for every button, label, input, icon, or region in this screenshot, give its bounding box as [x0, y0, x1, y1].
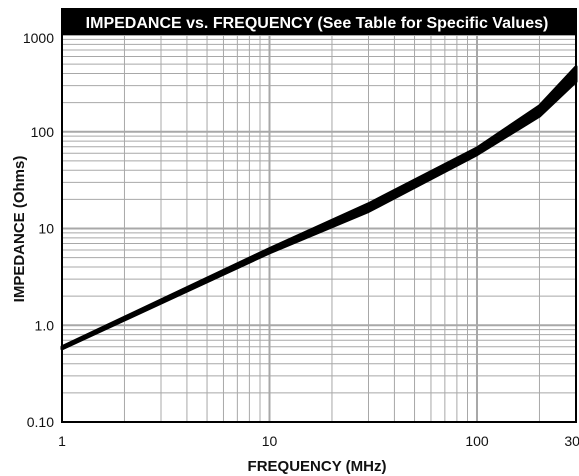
- x-tick-label: 100: [465, 433, 489, 449]
- plot-frame: [61, 8, 577, 423]
- x-tick-label: 300: [564, 433, 579, 449]
- y-tick-label: 1000: [23, 30, 54, 46]
- plot-background: [62, 9, 576, 422]
- chart-title: IMPEDANCE vs. FREQUENCY (See Table for S…: [86, 15, 549, 32]
- x-tick-labels: 1 10 100 300: [58, 433, 579, 449]
- y-tick-label: 1.0: [35, 317, 55, 333]
- y-tick-label: 10: [38, 221, 54, 237]
- y-tick-label: 0.10: [27, 414, 54, 430]
- x-tick-label: 1: [58, 433, 66, 449]
- title-bar: [62, 9, 576, 35]
- x-axis-label: FREQUENCY (MHz): [248, 458, 387, 475]
- y-tick-label: 100: [31, 124, 55, 140]
- y-tick-labels: 0.10 1.0 10 100 1000: [23, 30, 54, 430]
- x-tick-label: 10: [262, 433, 278, 449]
- y-axis-label: IMPEDANCE (Ohms): [11, 156, 28, 303]
